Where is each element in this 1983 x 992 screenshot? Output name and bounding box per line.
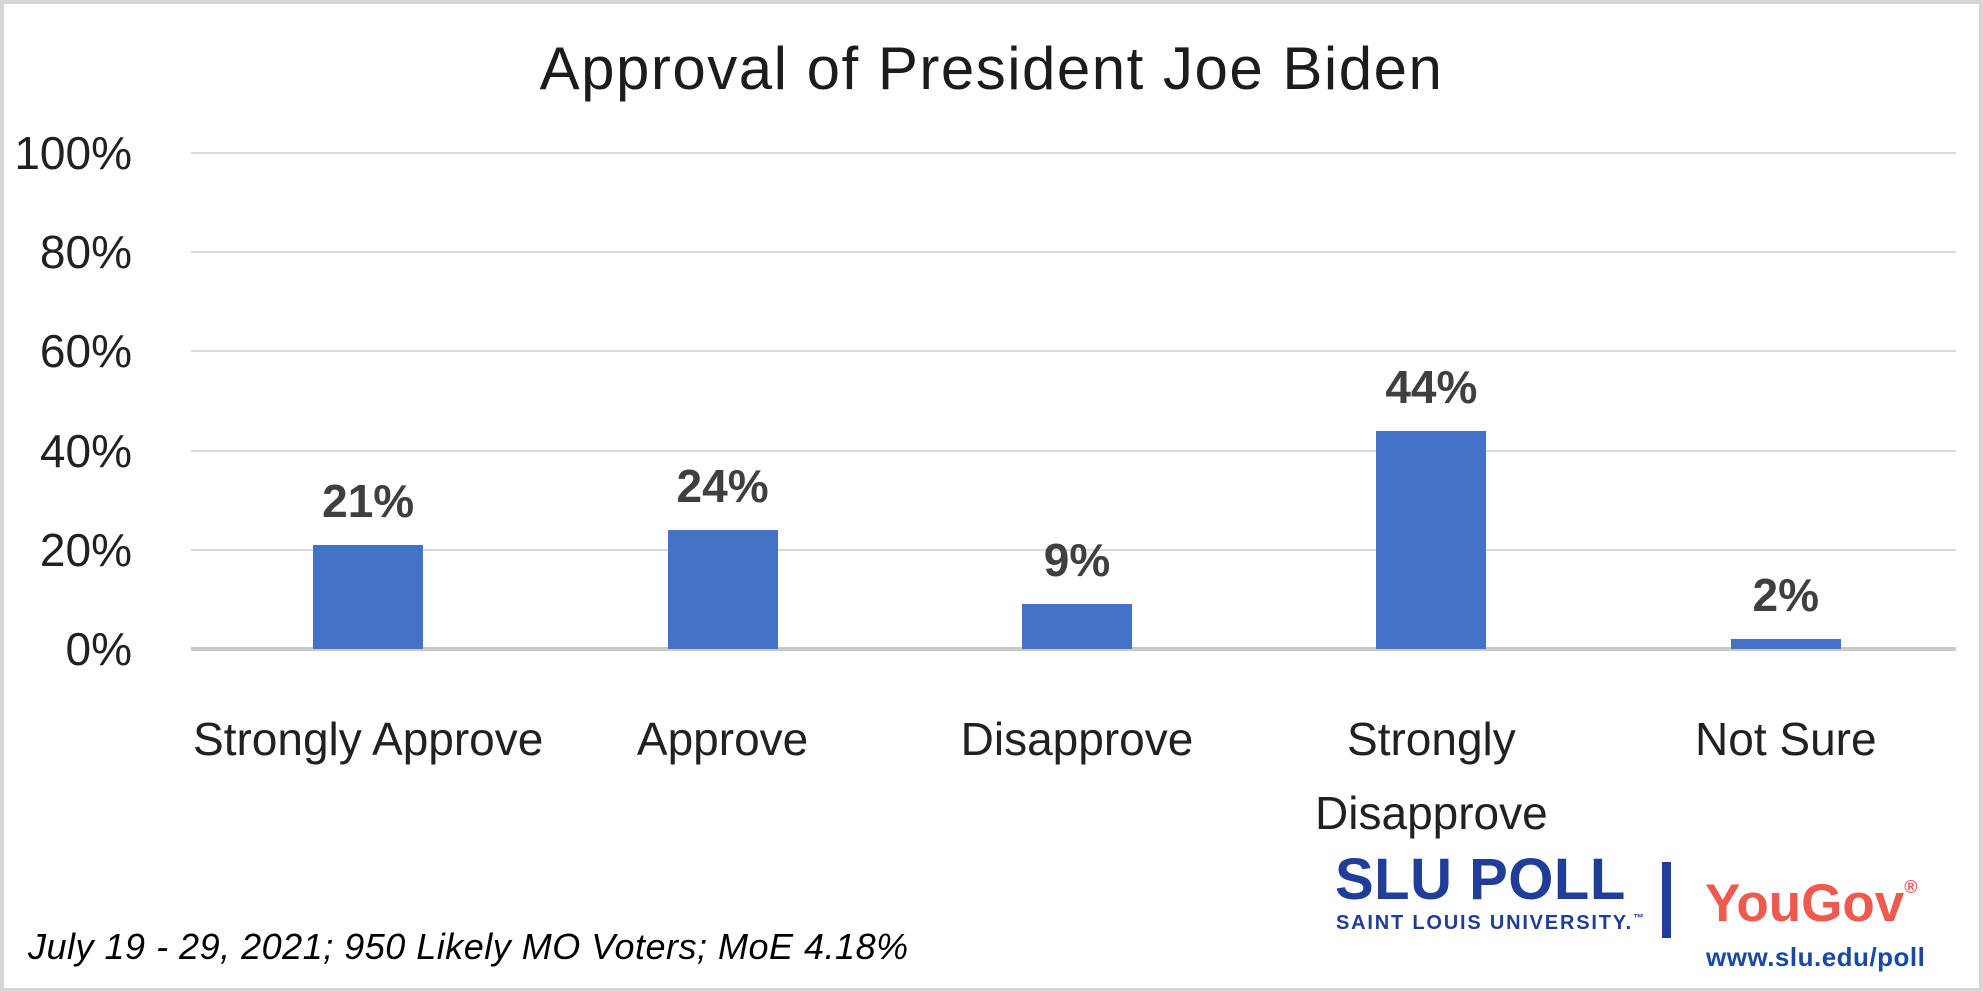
bar (1376, 430, 1487, 649)
x-axis-category-label: Strongly Disapprove (1241, 702, 1621, 850)
bar (1730, 639, 1841, 649)
gridline (191, 152, 1956, 154)
y-axis-tick-label: 40% (39, 424, 132, 477)
gridline (191, 548, 1956, 551)
gridline (191, 449, 1956, 452)
bar-value-label: 2% (1752, 569, 1820, 622)
trademark-symbol: ™ (1633, 912, 1646, 925)
x-axis-category-label: Disapprove (887, 702, 1267, 776)
category-label-line: Not Sure (1695, 713, 1877, 765)
chart-title: Approval of President Joe Biden (539, 35, 1444, 102)
website-url: www.slu.edu/poll (1706, 942, 1926, 972)
category-label-line: Strongly Approve (193, 713, 544, 765)
survey-methodology-note: July 19 - 29, 2021; 950 Likely MO Voters… (28, 926, 909, 967)
yougov-logo: YouGov® (1705, 858, 1918, 933)
x-axis-category-label: Strongly Approve (178, 702, 558, 776)
logo-divider (1662, 862, 1671, 938)
x-axis-category-label: Approve (533, 702, 913, 776)
x-axis-category-label: Not Sure (1596, 702, 1976, 776)
bar-value-label: 24% (676, 459, 769, 512)
y-axis-tick-label: 80% (39, 226, 132, 279)
y-axis-tick-label: 20% (39, 523, 132, 576)
y-axis-tick-label: 0% (65, 623, 132, 675)
category-label-line: Strongly (1347, 713, 1516, 765)
x-axis-line (191, 647, 1956, 651)
slu-tagline: SAINT LOUIS UNIVERSITY.™ (1336, 912, 1646, 935)
slu-poll-logo: SLU POLL (1335, 847, 1626, 912)
slu-tagline-text: SAINT LOUIS UNIVERSITY. (1336, 912, 1633, 934)
y-axis-tick-label: 100% (14, 127, 132, 179)
y-axis-tick-label: 60% (39, 325, 132, 378)
yougov-logo-text: YouGov (1705, 874, 1905, 933)
bar (1022, 604, 1132, 649)
category-label-line: Disapprove (960, 713, 1194, 765)
category-label-line: Approve (636, 713, 809, 765)
bar-value-label: 21% (322, 474, 415, 527)
bar (313, 544, 424, 649)
bar-value-label: 9% (1043, 534, 1111, 587)
bar (667, 529, 778, 649)
gridline (191, 251, 1956, 254)
category-label-line: Disapprove (1315, 787, 1548, 839)
gridline (191, 350, 1956, 353)
bar-value-label: 44% (1385, 360, 1478, 413)
registered-symbol: ® (1904, 877, 1918, 897)
